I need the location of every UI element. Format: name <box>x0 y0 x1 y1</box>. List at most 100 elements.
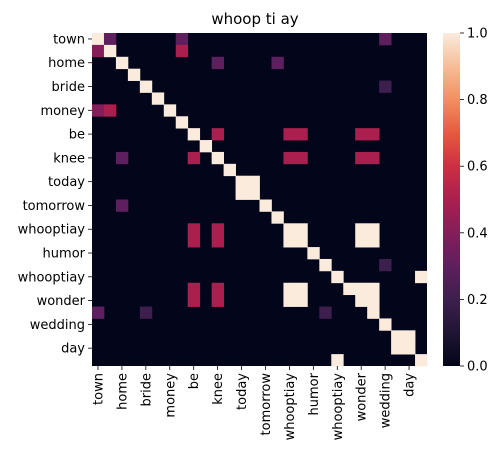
heatmap-cell <box>367 282 380 296</box>
heatmap-cell <box>115 199 129 212</box>
heatmap-cell <box>211 223 224 236</box>
heatmap-cell <box>367 294 380 307</box>
heatmap-cell <box>175 33 189 46</box>
row-tick-label: bride <box>52 80 85 95</box>
heatmap-cell <box>355 294 368 307</box>
heatmap-cell <box>367 306 380 319</box>
row-tick-label: home <box>48 56 85 71</box>
heatmap-cell <box>295 128 308 141</box>
heatmap-cell <box>331 270 344 284</box>
heatmap-cell <box>367 128 380 141</box>
heatmap-cell <box>295 151 308 165</box>
heatmap-cell <box>187 294 201 307</box>
row-tick-label: wedding <box>30 318 85 333</box>
heatmap-cell <box>379 318 392 331</box>
heatmap-cell <box>271 211 284 224</box>
heatmap-cell <box>151 92 165 105</box>
heatmap-cell <box>295 235 308 248</box>
heatmap-cell <box>319 306 332 319</box>
heatmap-cell <box>139 306 153 319</box>
col-tick-label: be <box>187 373 202 389</box>
heatmap-cell <box>211 128 224 141</box>
heatmap-cell <box>211 151 224 165</box>
col-tick-label: tomorrow <box>259 373 274 436</box>
col-tick-label: humor <box>307 372 322 415</box>
heatmap-cell <box>367 235 380 248</box>
row-tick-label: today <box>48 175 85 190</box>
heatmap-cell <box>115 56 129 70</box>
heatmap-cell <box>92 33 105 46</box>
heatmap-cell <box>127 68 141 81</box>
row-tick-label: money <box>40 104 85 119</box>
heatmap-cell <box>295 282 308 296</box>
heatmap-cell <box>283 223 296 236</box>
col-ticks: town home bride money be knee today tomorrow who… <box>91 366 418 441</box>
heatmap-cell <box>355 151 368 165</box>
heatmap-cell <box>283 282 296 296</box>
col-tick-label: knee <box>211 373 226 405</box>
row-tick-label: tomorrow <box>23 199 86 214</box>
heatmap-cell <box>355 282 368 296</box>
col-tick-label: whooptiay <box>331 373 346 441</box>
heatmap-cell <box>235 187 248 200</box>
col-tick-label: wedding <box>379 373 394 428</box>
heatmap-cell <box>283 151 296 165</box>
col-tick-label: money <box>163 373 178 418</box>
heatmap-cell <box>247 187 260 200</box>
row-tick-label: be <box>69 128 85 143</box>
col-tick-label: home <box>115 373 130 410</box>
heatmap-cell <box>355 235 368 248</box>
heatmap-cell <box>211 294 224 307</box>
row-tick-label: whooptiay <box>18 270 86 285</box>
col-tick-label: town <box>91 373 106 405</box>
heatmap-cell <box>235 175 248 188</box>
heatmap-cell <box>391 342 404 355</box>
heatmap-cell <box>92 44 105 58</box>
heatmap-cell <box>139 80 153 93</box>
heatmap-cell <box>259 199 272 212</box>
heatmap-cell <box>355 128 368 141</box>
col-tick-label: bride <box>139 373 154 406</box>
heatmap-cell <box>199 140 213 153</box>
heatmap-cell <box>391 330 404 343</box>
colorbar-tick-label: 0.0 <box>467 360 488 375</box>
heatmap-cell <box>187 223 201 236</box>
heatmap-cell <box>379 33 392 46</box>
heatmap-cell <box>115 151 129 165</box>
heatmap-cell <box>103 33 117 46</box>
heatmap-cell <box>319 258 332 272</box>
heatmap-cell <box>271 56 284 70</box>
heatmap-cell <box>187 282 201 296</box>
heatmap-cell <box>343 282 356 296</box>
heatmap-cell <box>175 44 189 58</box>
colorbar-tick-label: 0.8 <box>467 93 488 108</box>
heatmap-cell <box>295 223 308 236</box>
heatmap-cell <box>187 235 201 248</box>
heatmap-cell <box>187 151 201 165</box>
heatmap-cells <box>92 33 428 367</box>
colorbar <box>443 33 460 366</box>
col-tick-label: day <box>403 373 418 397</box>
row-tick-label: knee <box>53 151 85 166</box>
heatmap-cell <box>92 306 105 319</box>
heatmap-cell <box>187 128 201 141</box>
heatmap-cell <box>307 247 320 260</box>
heatmap-cell <box>379 80 392 93</box>
colorbar-ticks: 0.0 0.2 0.4 0.6 0.8 1.0 <box>460 27 488 375</box>
colorbar-tick-label: 0.6 <box>467 160 488 175</box>
heatmap-cell <box>283 128 296 141</box>
row-tick-label: wonder <box>37 294 86 309</box>
col-tick-label: whooptiay <box>283 373 298 441</box>
heatmap-cell <box>247 175 260 188</box>
heatmap-cell <box>403 330 416 343</box>
heatmap-cell <box>92 104 105 117</box>
row-tick-label: whooptiay <box>18 223 86 238</box>
colorbar-tick-label: 0.2 <box>467 293 488 308</box>
colorbar-tick-label: 1.0 <box>467 27 488 42</box>
heatmap-cell <box>175 116 189 129</box>
heatmap-cell <box>163 104 177 117</box>
heatmap-cell <box>103 44 117 58</box>
heatmap-cell <box>367 151 380 165</box>
row-tick-label: town <box>53 32 85 47</box>
col-tick-label: wonder <box>355 372 370 421</box>
